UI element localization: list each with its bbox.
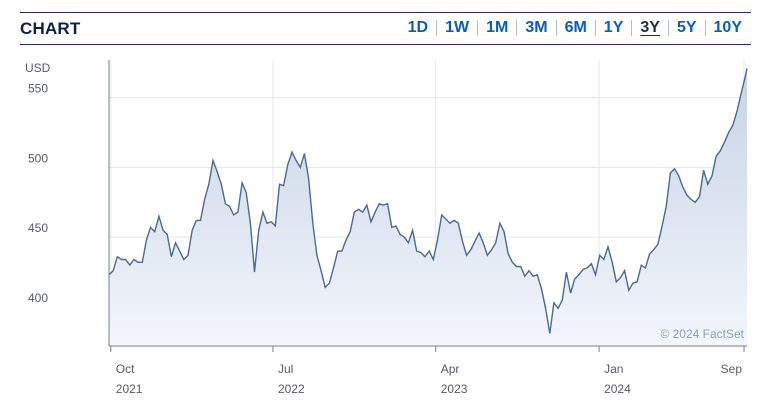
- y-tick-label: 500: [28, 151, 48, 165]
- range-button-1d[interactable]: 1D: [407, 19, 429, 36]
- range-button-1m[interactable]: 1M: [486, 19, 509, 36]
- chart-heading: CHART: [20, 19, 81, 38]
- price-line: [108, 68, 748, 334]
- x-tick-label: Oct: [116, 362, 135, 376]
- range-button-1w[interactable]: 1W: [445, 19, 470, 36]
- x-tick-year-label: 2024: [604, 382, 631, 396]
- x-tick-label: Jul: [278, 362, 293, 376]
- price-area-fill: [109, 68, 747, 347]
- range-separator: [631, 20, 633, 36]
- y-axis-unit-label: USD: [25, 61, 51, 75]
- range-separator: [667, 20, 669, 36]
- range-button-1y[interactable]: 1Y: [603, 19, 624, 36]
- range-separator: [555, 20, 557, 36]
- range-selector: 1D 1W 1M 3M 6M 1Y 3Y 5Y 10Y: [400, 18, 750, 38]
- source-credit: © 2024 FactSet: [660, 327, 744, 341]
- y-tick-label: 450: [28, 221, 48, 235]
- x-tick-year-label: 2022: [278, 382, 305, 396]
- x-tick-label: Jan: [604, 362, 623, 376]
- range-separator: [516, 20, 518, 36]
- range-button-6m[interactable]: 6M: [564, 19, 587, 36]
- x-tick-label: Sep: [721, 362, 743, 376]
- y-tick-label: 550: [28, 82, 48, 96]
- y-axis-labels: 400 450 500 550: [28, 82, 48, 305]
- x-tick-year-label: 2023: [441, 382, 468, 396]
- x-tick-year-label: 2021: [116, 382, 143, 396]
- range-button-3m[interactable]: 3M: [525, 19, 548, 36]
- range-button-10y[interactable]: 10Y: [713, 19, 742, 36]
- range-button-5y[interactable]: 5Y: [676, 19, 697, 36]
- range-separator: [436, 20, 438, 36]
- header-bottom-rule: [20, 44, 751, 45]
- range-separator: [704, 20, 706, 36]
- range-button-3y[interactable]: 3Y: [640, 19, 660, 36]
- chart-axes: [108, 60, 747, 352]
- x-tick-label: Apr: [441, 362, 460, 376]
- x-axis-labels: Oct 2021 Jul 2022 Apr 2023 Jan 2024 Sep: [116, 362, 743, 396]
- range-separator: [477, 20, 479, 36]
- range-separator: [594, 20, 596, 36]
- header-top-rule: [20, 12, 751, 13]
- y-tick-label: 400: [28, 291, 48, 305]
